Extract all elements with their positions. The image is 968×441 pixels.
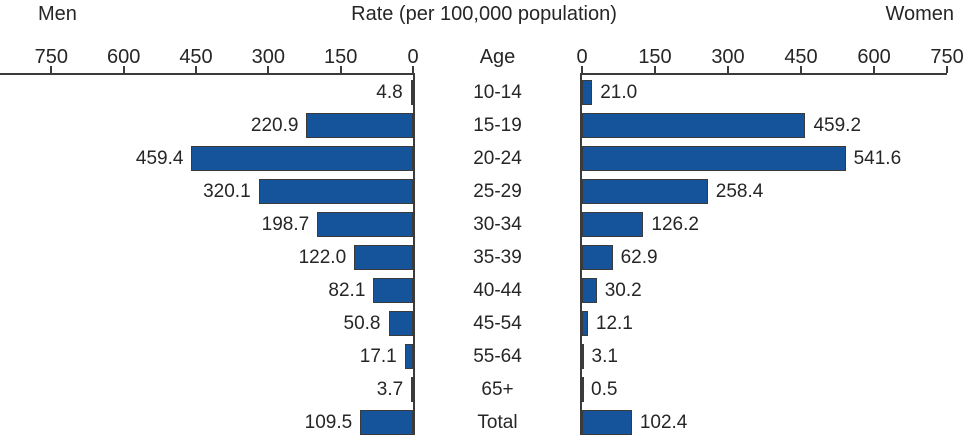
women-bar-10-14	[582, 80, 593, 105]
women-value-label: 126.2	[651, 214, 699, 235]
women-value-label: 0.5	[591, 379, 618, 400]
women-axis-tick	[727, 66, 729, 73]
men-axis-tick	[267, 66, 270, 73]
women-bar-30-34	[582, 212, 644, 237]
women-zero-line	[580, 73, 582, 435]
women-bar-Total	[582, 410, 632, 435]
men-bar-15-19	[306, 113, 413, 138]
men-value-label: 109.5	[304, 412, 353, 433]
women-axis-tick	[581, 66, 583, 73]
age-label: 45-54	[473, 313, 522, 334]
women-axis-tick-label: 300	[711, 46, 745, 68]
men-axis-tick-label: 150	[323, 46, 358, 68]
men-bar-10-14	[410, 80, 413, 105]
men-value-label: 50.8	[343, 313, 381, 334]
women-side-label: Women	[885, 3, 954, 25]
men-axis-tick-label: 0	[407, 46, 419, 68]
men-axis-tick-label: 750	[34, 46, 69, 68]
men-bar-25-29	[258, 179, 413, 204]
women-bar-20-24	[582, 146, 846, 171]
women-value-label: 102.4	[639, 412, 688, 433]
men-axis-tick-label: 450	[179, 46, 213, 68]
age-label: 10-14	[473, 82, 522, 103]
age-label: 55-64	[473, 346, 522, 367]
men-axis-tick-label: 600	[106, 46, 141, 68]
men-axis-tick-label: 300	[251, 46, 286, 68]
men-axis-tick	[195, 66, 197, 73]
men-bar-Total	[360, 410, 413, 435]
men-zero-line	[413, 73, 415, 435]
women-value-label: 258.4	[715, 181, 764, 202]
men-value-label: 459.4	[135, 148, 184, 169]
men-bar-35-39	[354, 245, 413, 270]
age-label: 65+	[481, 379, 514, 400]
women-bar-35-39	[582, 245, 613, 270]
men-bar-55-64	[404, 344, 413, 369]
women-value-label: 459.2	[813, 115, 862, 136]
women-value-label: 3.1	[591, 346, 618, 367]
women-bar-45-54	[582, 311, 588, 336]
women-axis-tick-label: 450	[784, 46, 818, 68]
age-label: 35-39	[473, 247, 522, 268]
men-value-label: 82.1	[328, 280, 366, 301]
women-bar-40-44	[582, 278, 597, 303]
men-axis-line	[0, 73, 415, 75]
men-value-label: 220.9	[250, 115, 299, 136]
men-value-label: 198.7	[261, 214, 310, 235]
men-bar-65+	[411, 377, 414, 402]
men-axis-tick	[50, 66, 53, 73]
men-bar-20-24	[191, 146, 413, 171]
men-value-label: 4.8	[376, 82, 403, 103]
men-axis-tick	[339, 66, 342, 73]
women-axis-tick	[800, 66, 802, 73]
women-axis-line	[580, 73, 947, 75]
women-value-label: 541.6	[853, 148, 902, 169]
women-axis-tick-label: 750	[930, 46, 964, 68]
women-axis-tick	[946, 66, 949, 73]
women-bar-15-19	[582, 113, 806, 138]
women-bar-25-29	[582, 179, 708, 204]
men-axis-tick	[412, 66, 414, 73]
men-axis-tick	[122, 66, 125, 73]
women-value-label: 30.2	[604, 280, 642, 301]
men-value-label: 17.1	[359, 346, 397, 367]
men-side-label: Men	[38, 3, 77, 25]
age-label: 30-34	[473, 214, 522, 235]
men-value-label: 320.1	[203, 181, 251, 202]
men-value-label: 3.7	[376, 379, 404, 400]
age-column-header: Age	[479, 46, 516, 68]
women-axis-tick-label: 600	[857, 46, 891, 68]
age-label: 25-29	[473, 181, 522, 202]
women-axis-tick	[873, 66, 876, 73]
women-bar-65+	[582, 377, 584, 402]
men-bar-45-54	[388, 311, 413, 336]
women-value-label: 62.9	[620, 247, 658, 268]
age-label: 15-19	[473, 115, 522, 136]
women-axis-tick-label: 0	[576, 46, 588, 68]
women-axis-tick-label: 150	[638, 46, 672, 68]
age-label: 20-24	[473, 148, 522, 169]
chart-title: Rate (per 100,000 population)	[351, 3, 617, 25]
men-bar-40-44	[373, 278, 413, 303]
women-value-label: 21.0	[600, 82, 638, 103]
women-axis-tick	[654, 66, 656, 73]
age-label: Total	[477, 412, 518, 433]
men-value-label: 122.0	[298, 247, 347, 268]
men-bar-30-34	[317, 212, 413, 237]
women-bar-55-64	[582, 344, 584, 369]
age-label: 40-44	[473, 280, 522, 301]
women-value-label: 12.1	[595, 313, 633, 334]
